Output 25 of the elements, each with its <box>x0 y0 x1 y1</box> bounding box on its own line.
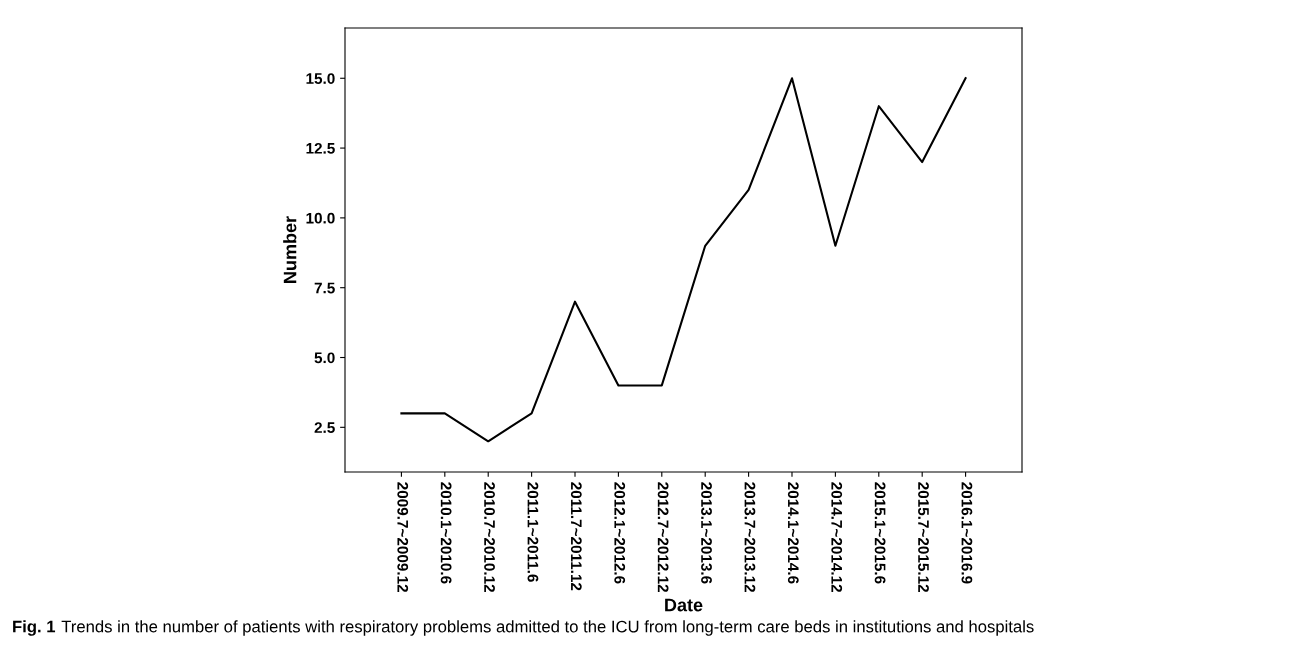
x-tick-label: 2014.7~2014.12 <box>831 482 843 592</box>
x-tick-label: 2013.1~2013.6 <box>701 482 712 584</box>
line-series <box>400 77 967 443</box>
caption: Fig. 1 <box>13 620 56 636</box>
x-axis-title: Date <box>665 598 703 612</box>
text: Trends in the number of patients with respiratory problems admitted to the ICU from long-term care beds in institutions and hospitals <box>61 620 1034 636</box>
x-tick-label: 2013.7~2013.12 <box>744 482 756 592</box>
x-tick-label: 2010.1~2010.6 <box>440 482 452 584</box>
x-tick-label: 2016.1~2016.9 <box>961 482 973 584</box>
x-tick-label: 2011.1~2011.6 <box>527 482 539 582</box>
y-axis-title: Number <box>283 216 297 283</box>
x-tick-label: 2012.1~2012.6 <box>614 482 626 584</box>
x-tick-label: 2009.7~2009.12 <box>397 482 409 592</box>
y-tick-label: 2.5 <box>314 422 335 434</box>
x-tick-label: 2015.7~2015.12 <box>918 482 929 592</box>
x-tick-label: 2010.7~2010.12 <box>484 482 495 592</box>
y-tick-label: 10.0 <box>306 212 335 224</box>
y-tick-label: 12.5 <box>306 142 335 154</box>
x-tick-label: 2012.7~2012.12 <box>657 482 669 592</box>
x-tick-label: 2014.1~2014.6 <box>787 482 799 584</box>
x-tick-label: 2015.1~2015.6 <box>874 482 886 584</box>
y-tick-label: 5.0 <box>314 352 335 364</box>
y-tick-label: 7.5 <box>314 282 335 294</box>
x-tick-label: 2011.7~2011.12 <box>570 482 582 591</box>
y-tick-label: 15.0 <box>306 73 335 84</box>
